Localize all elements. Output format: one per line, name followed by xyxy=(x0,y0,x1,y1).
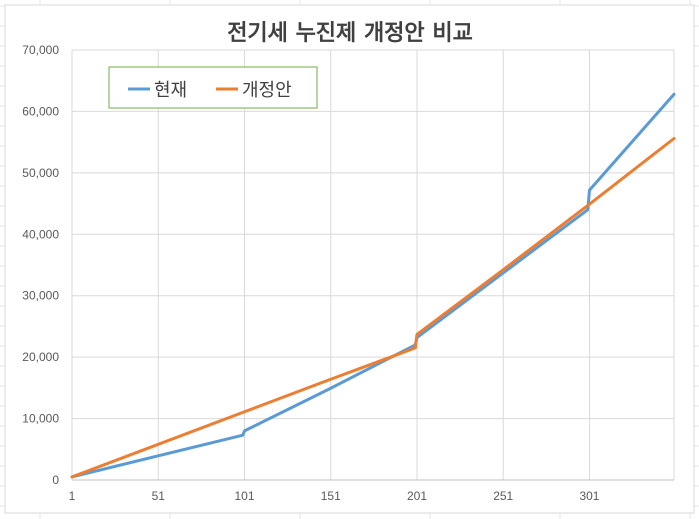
x-tick-label: 101 xyxy=(234,489,254,503)
y-tick-label: 40,000 xyxy=(22,227,59,241)
legend-label-개정안: 개정안 xyxy=(242,80,292,101)
x-tick-label: 251 xyxy=(493,489,513,503)
y-tick-label: 10,000 xyxy=(22,412,59,426)
x-axis: 1 51 101 151 201 251 301 xyxy=(69,479,674,503)
y-axis: 0 10,000 20,000 30,000 40,000 50,000 60,000 70,… xyxy=(22,43,59,487)
legend: 현재 개정안 xyxy=(108,66,318,109)
x-tick-label: 301 xyxy=(579,489,599,503)
x-tick-label: 51 xyxy=(152,489,166,503)
x-tick-label: 1 xyxy=(69,489,76,503)
y-tick-label: 70,000 xyxy=(22,43,59,57)
x-tick-label: 201 xyxy=(407,489,427,503)
series-line-개정안 xyxy=(70,137,676,479)
y-tick-label: 60,000 xyxy=(22,104,59,118)
legend-label-현재: 현재 xyxy=(154,80,187,101)
y-tick-label: 20,000 xyxy=(22,350,59,364)
series-layer xyxy=(70,92,676,479)
y-tick-label: 50,000 xyxy=(22,166,59,180)
chart-frame xyxy=(4,4,695,514)
x-tick-label: 151 xyxy=(321,489,341,503)
y-tick-label: 0 xyxy=(52,473,59,487)
y-tick-label: 30,000 xyxy=(22,289,59,303)
chart-title: 전기세 누진제 개정안 비교 xyxy=(227,21,473,46)
